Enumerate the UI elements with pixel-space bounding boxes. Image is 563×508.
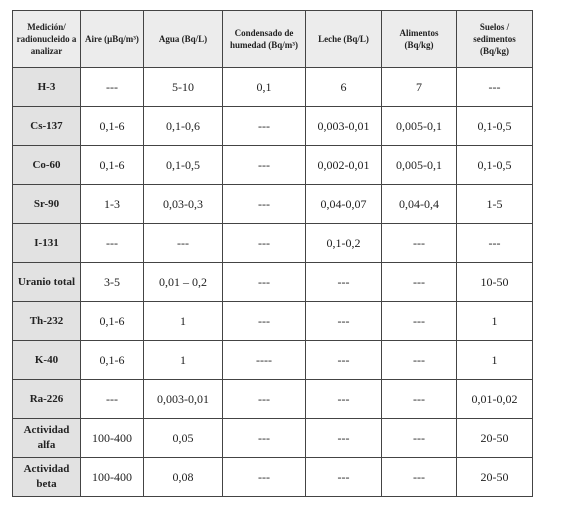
table-cell: 1 <box>456 301 533 341</box>
table-cell: 0,08 <box>143 457 223 497</box>
table-row: Actividad beta 100-400 0,08 --- --- --- 20-50 <box>12 457 533 497</box>
table-cell: --- <box>456 223 533 263</box>
table-cell: 0,04-0,4 <box>381 184 457 224</box>
table-cell: 0,1-6 <box>80 301 144 341</box>
table-cell: 1 <box>143 340 223 380</box>
row-label: K-40 <box>12 340 81 380</box>
table-cell: 0,1-0,6 <box>143 106 223 146</box>
table-row: Co-60 0,1-6 0,1-0,5 --- 0,002-0,01 0,005-0,1 0… <box>12 145 533 185</box>
table-cell: --- <box>222 418 306 458</box>
table-cell: 0,01 – 0,2 <box>143 262 223 302</box>
table-cell: --- <box>80 379 144 419</box>
table-row: Ra-226 --- 0,003-0,01 --- --- --- 0,01-0,02 <box>12 379 533 419</box>
header-cell: Medición/ radionucleido a analizar <box>12 10 81 68</box>
table-cell: --- <box>305 340 382 380</box>
table-cell: --- <box>305 379 382 419</box>
table-cell: 0,1-0,5 <box>456 145 533 185</box>
header-row: Medición/ radionucleido a analizar Aire (… <box>12 10 533 68</box>
table-cell: 0,1-0,5 <box>456 106 533 146</box>
table-cell: --- <box>381 301 457 341</box>
table-cell: 0,1-6 <box>80 145 144 185</box>
header-cell: Aire (μBq/m³) <box>80 10 144 68</box>
table-row: Sr-90 1-3 0,03-0,3 --- 0,04-0,07 0,04-0,4 1-5 <box>12 184 533 224</box>
table-row: K-40 0,1-6 1 ---- --- --- 1 <box>12 340 533 380</box>
table-cell: 1-5 <box>456 184 533 224</box>
table-cell: --- <box>222 106 306 146</box>
table-cell: 1 <box>456 340 533 380</box>
table-cell: 0,1-0,5 <box>143 145 223 185</box>
table-row: H-3 --- 5-10 0,1 6 7 --- <box>12 67 533 107</box>
row-label: Actividad alfa <box>12 418 81 458</box>
table-cell: 0,03-0,3 <box>143 184 223 224</box>
table-cell: ---- <box>222 340 306 380</box>
table-cell: --- <box>222 457 306 497</box>
row-label: I-131 <box>12 223 81 263</box>
table-cell: --- <box>381 379 457 419</box>
table-cell: 7 <box>381 67 457 107</box>
table-row: Cs-137 0,1-6 0,1-0,6 --- 0,003-0,01 0,005-0,1… <box>12 106 533 146</box>
table-cell: --- <box>80 67 144 107</box>
row-label: H-3 <box>12 67 81 107</box>
table-cell: 5-10 <box>143 67 223 107</box>
table-cell: 3-5 <box>80 262 144 302</box>
table-cell: 0,003-0,01 <box>143 379 223 419</box>
header-cell: Suelos / sedimentos (Bq/kg) <box>456 10 533 68</box>
header-cell: Agua (Bq/L) <box>143 10 223 68</box>
table-cell: --- <box>305 418 382 458</box>
table-cell: 0,01-0,02 <box>456 379 533 419</box>
table-cell: --- <box>305 262 382 302</box>
table-cell: 0,1 <box>222 67 306 107</box>
table-cell: 0,005-0,1 <box>381 106 457 146</box>
row-label: Ra-226 <box>12 379 81 419</box>
table-cell: --- <box>143 223 223 263</box>
table-cell: --- <box>222 301 306 341</box>
table-cell: 0,1-6 <box>80 340 144 380</box>
table-cell: 20-50 <box>456 457 533 497</box>
table-row: Uranio total 3-5 0,01 – 0,2 --- --- --- 10-50 <box>12 262 533 302</box>
table-cell: 0,003-0,01 <box>305 106 382 146</box>
table-cell: --- <box>80 223 144 263</box>
table-cell: 0,005-0,1 <box>381 145 457 185</box>
table-cell: 0,1-6 <box>80 106 144 146</box>
table-cell: 20-50 <box>456 418 533 458</box>
table-row: Actividad alfa 100-400 0,05 --- --- --- 20-50 <box>12 418 533 458</box>
row-label: Cs-137 <box>12 106 81 146</box>
table-cell: 100-400 <box>80 418 144 458</box>
table-cell: 1-3 <box>80 184 144 224</box>
table-cell: --- <box>305 301 382 341</box>
row-label: Uranio total <box>12 262 81 302</box>
table-body: H-3 --- 5-10 0,1 6 7 --- Cs-137 0,1-6 0,1-0,6 --- 0… <box>12 67 533 497</box>
table-cell: --- <box>222 223 306 263</box>
row-label: Co-60 <box>12 145 81 185</box>
table-row: Th-232 0,1-6 1 --- --- --- 1 <box>12 301 533 341</box>
header-cell: Alimentos (Bq/kg) <box>381 10 457 68</box>
table-cell: --- <box>456 67 533 107</box>
table-cell: 10-50 <box>456 262 533 302</box>
table-cell: 0,1-0,2 <box>305 223 382 263</box>
data-table: Medición/ radionucleido a analizar Aire (… <box>12 10 533 497</box>
table-cell: --- <box>222 145 306 185</box>
table-cell: --- <box>305 457 382 497</box>
table-cell: 1 <box>143 301 223 341</box>
row-label: Th-232 <box>12 301 81 341</box>
table-cell: 0,05 <box>143 418 223 458</box>
row-label: Sr-90 <box>12 184 81 224</box>
table-cell: --- <box>381 340 457 380</box>
table-cell: --- <box>222 379 306 419</box>
table-cell: 6 <box>305 67 382 107</box>
row-label: Actividad beta <box>12 457 81 497</box>
table-cell: 0,002-0,01 <box>305 145 382 185</box>
header-cell: Condensado de humedad (Bq/m³) <box>222 10 306 68</box>
table-cell: 0,04-0,07 <box>305 184 382 224</box>
table-cell: 100-400 <box>80 457 144 497</box>
table-cell: --- <box>381 262 457 302</box>
header-cell: Leche (Bq/L) <box>305 10 382 68</box>
table-cell: --- <box>381 457 457 497</box>
table-cell: --- <box>381 418 457 458</box>
table-row: I-131 --- --- --- 0,1-0,2 --- --- <box>12 223 533 263</box>
table-cell: --- <box>381 223 457 263</box>
table-cell: --- <box>222 262 306 302</box>
table-cell: --- <box>222 184 306 224</box>
